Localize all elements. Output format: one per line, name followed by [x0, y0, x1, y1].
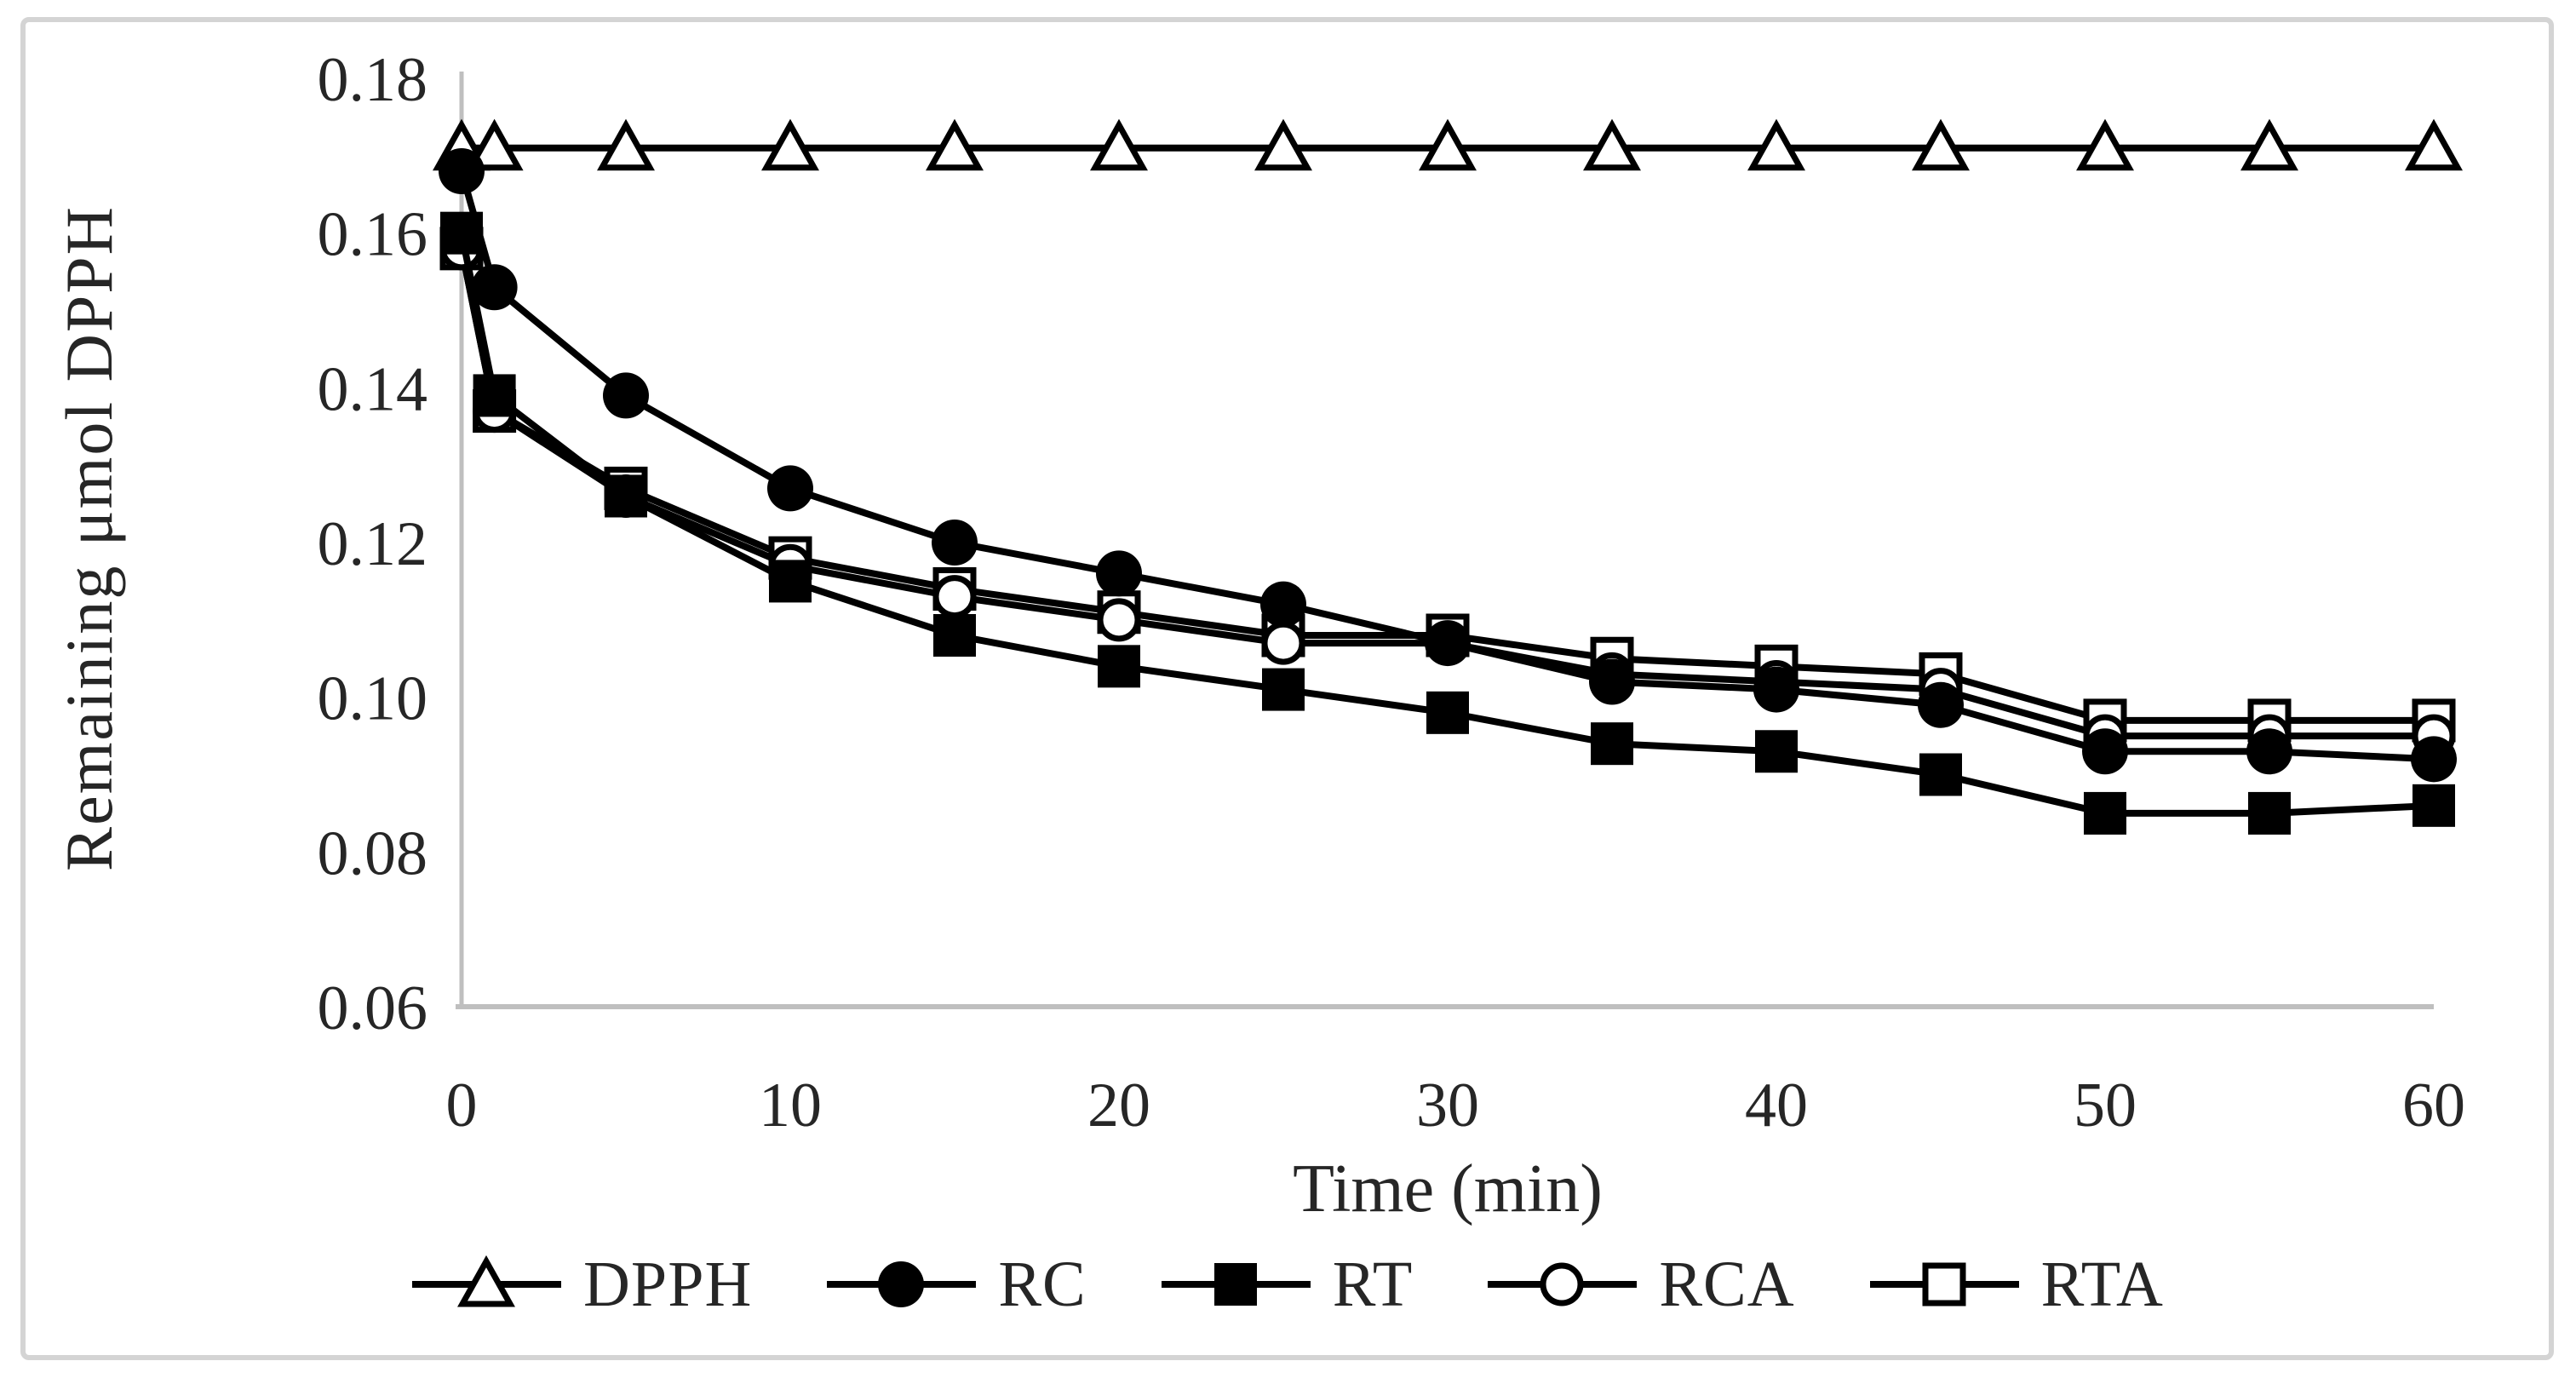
- x-tick-label: 60: [2402, 1071, 2465, 1140]
- filled-square-icon: [1098, 645, 1140, 688]
- legend-item-dpph: DPPH: [412, 1238, 752, 1331]
- filled-circle-icon: [2411, 736, 2457, 783]
- series-rt: [440, 211, 2455, 835]
- filled-square-icon: [2084, 791, 2126, 835]
- open-triangle-icon: [1912, 118, 1970, 171]
- open-circle-icon: [932, 575, 977, 619]
- open-triangle-icon: [1254, 118, 1312, 171]
- legend-label: RC: [998, 1248, 1087, 1320]
- filled-circle-icon: [2082, 728, 2128, 775]
- legend-label: RT: [1332, 1248, 1414, 1320]
- filled-circle-icon: [767, 465, 813, 512]
- legend: DPPH RC RT RCA RTA: [0, 1233, 2576, 1335]
- x-tick-label: 20: [1087, 1071, 1150, 1140]
- legend-item-rta: RTA: [1869, 1238, 2164, 1331]
- filled-circle-icon: [878, 1261, 925, 1307]
- legend-label: DPPH: [583, 1248, 753, 1320]
- open-triangle-icon: [761, 118, 819, 171]
- x-tick-label: 50: [2074, 1071, 2137, 1140]
- y-tick-label: 0.06: [318, 973, 428, 1043]
- filled-circle-icon: [1753, 666, 1799, 713]
- open-triangle-icon: [1419, 118, 1477, 171]
- filled-square-icon: [605, 474, 647, 518]
- y-tick-label: 0.08: [318, 818, 428, 888]
- filled-square-icon: [1919, 753, 1962, 796]
- filled-circle-icon: [439, 148, 485, 194]
- filled-circle-icon: [1918, 681, 1964, 728]
- y-tick-label: 0.10: [318, 664, 428, 734]
- open-triangle-icon: [465, 118, 524, 171]
- filled-circle-icon: [1260, 581, 1306, 628]
- x-tick-label: 10: [759, 1071, 822, 1140]
- open-triangle-icon: [1583, 118, 1641, 171]
- series-rt-line: [458, 232, 2435, 817]
- filled-square-icon: [2248, 791, 2291, 835]
- filled-square-icon: [473, 374, 516, 417]
- open-triangle-icon: [597, 118, 655, 171]
- series-rta-line: [458, 248, 2434, 724]
- legend-swatch: [827, 1261, 977, 1307]
- open-triangle-icon: [926, 118, 984, 171]
- y-tick-label: 0.14: [318, 354, 428, 424]
- filled-square-icon: [1591, 722, 1633, 766]
- filled-circle-icon: [1096, 550, 1142, 597]
- filled-circle-icon: [1589, 658, 1635, 705]
- y-tick-label: 0.16: [318, 200, 428, 270]
- filled-square-icon: [1426, 691, 1469, 734]
- y-tick-label: 0.12: [318, 509, 428, 579]
- filled-circle-icon: [932, 520, 978, 566]
- legend-label: RTA: [2040, 1248, 2164, 1320]
- filled-square-icon: [1262, 668, 1305, 711]
- filled-circle-icon: [2246, 728, 2292, 775]
- open-circle-icon: [1261, 621, 1305, 665]
- x-tick-label: 0: [446, 1071, 478, 1140]
- filled-square-icon: [1755, 730, 1798, 773]
- x-axis-title: Time (min): [1293, 1151, 1603, 1226]
- filled-square-icon: [769, 560, 812, 603]
- open-triangle-icon: [2076, 118, 2134, 171]
- filled-circle-icon: [603, 372, 649, 419]
- filled-square-icon: [933, 614, 976, 657]
- open-triangle-icon: [2240, 118, 2298, 171]
- filled-circle-icon: [1425, 620, 1471, 667]
- open-circle-icon: [1540, 1262, 1584, 1306]
- y-axis-title: Remaining μmol DPPH: [52, 205, 126, 871]
- open-triangle-icon: [1747, 118, 1805, 171]
- filled-square-icon: [1213, 1263, 1257, 1306]
- legend-item-rt: RT: [1161, 1238, 1414, 1331]
- filled-circle-icon: [471, 264, 518, 311]
- y-tick-label: 0.18: [318, 45, 428, 115]
- legend-swatch: [1869, 1262, 2019, 1306]
- legend-label: RCA: [1659, 1248, 1795, 1320]
- open-circle-icon: [1097, 598, 1141, 642]
- open-triangle-icon: [1090, 118, 1148, 171]
- series-rc: [439, 148, 2457, 783]
- legend-swatch: [1488, 1262, 1638, 1306]
- x-tick-label: 40: [1745, 1071, 1808, 1140]
- open-triangle-icon: [457, 1255, 516, 1307]
- legend-item-rca: RCA: [1488, 1238, 1794, 1331]
- open-triangle-icon: [2405, 118, 2463, 171]
- series-dpph: [433, 118, 2463, 171]
- x-tick-label: 30: [1416, 1071, 1479, 1140]
- legend-swatch: [412, 1255, 562, 1307]
- filled-square-icon: [2412, 784, 2455, 827]
- legend-swatch: [1161, 1263, 1311, 1306]
- open-square-icon: [1922, 1262, 1966, 1306]
- legend-item-rc: RC: [827, 1238, 1086, 1331]
- series-rca: [439, 227, 2456, 758]
- series-rc-line: [458, 169, 2435, 763]
